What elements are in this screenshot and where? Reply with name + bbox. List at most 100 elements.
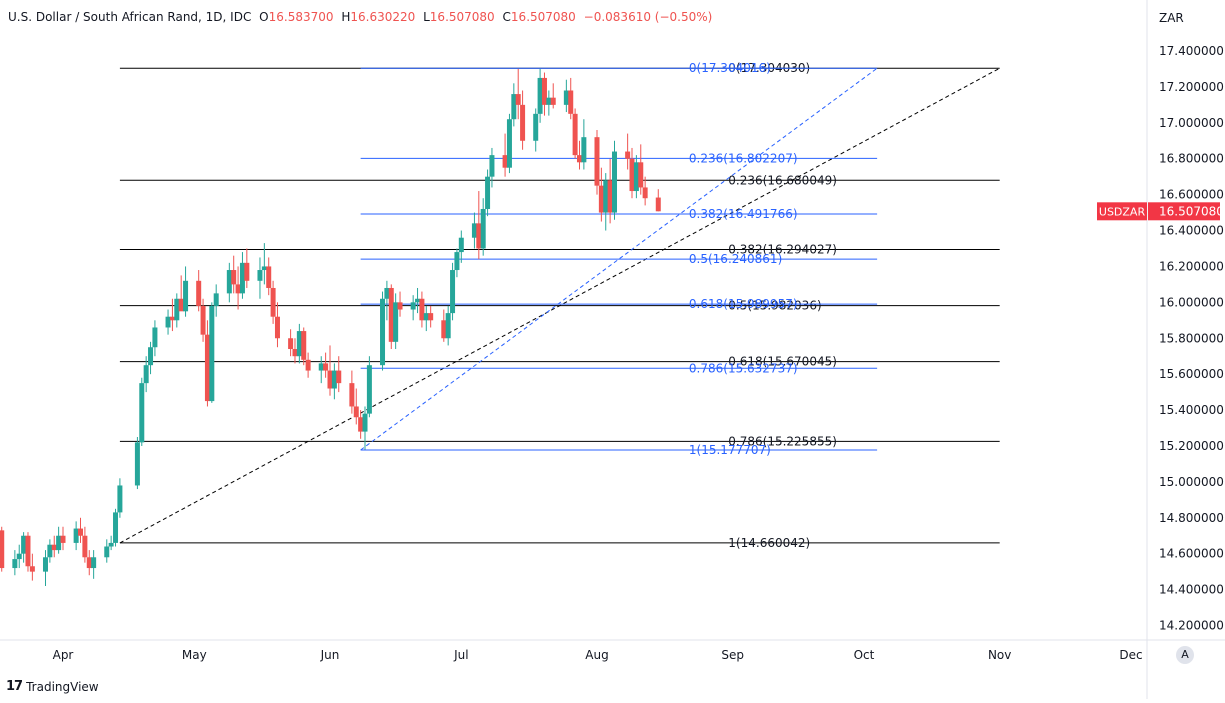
candle-body xyxy=(257,270,263,281)
fib-black-level-label: 0.618(15.670045) xyxy=(728,355,837,369)
candle-body xyxy=(506,119,512,168)
candle-body xyxy=(104,546,110,558)
candle-body xyxy=(143,365,149,384)
candle-body xyxy=(546,97,552,105)
low-value: 16.507080 xyxy=(429,10,495,24)
candle-body xyxy=(594,137,600,186)
auto-scale-button[interactable]: A xyxy=(1176,646,1194,664)
candle-body xyxy=(638,162,644,188)
candle-body xyxy=(82,535,88,558)
time-tick-label: Dec xyxy=(1119,648,1142,662)
price-tick-label: 15.000000 xyxy=(1159,475,1224,489)
price-tick-label: 14.600000 xyxy=(1159,547,1224,561)
candle-body xyxy=(16,553,22,560)
candle-body xyxy=(450,270,456,314)
price-tick-label: 16.600000 xyxy=(1159,188,1224,202)
candle-body xyxy=(56,535,62,551)
candle-body xyxy=(113,512,119,543)
symbol-tag-label: USDZAR xyxy=(1099,205,1146,218)
high-value: 16.630220 xyxy=(350,10,416,24)
candle-body xyxy=(152,327,158,348)
price-tick-label: 15.400000 xyxy=(1159,403,1224,417)
candle-body xyxy=(244,262,250,281)
candle-body xyxy=(655,197,661,212)
candle-body xyxy=(537,77,543,114)
fib-blue-level-label: 1(15.177707) xyxy=(689,443,771,457)
candle-body xyxy=(261,266,267,271)
candle-body xyxy=(576,155,582,163)
price-tick-label: 14.400000 xyxy=(1159,583,1224,597)
candle-body xyxy=(550,97,556,105)
fib-retracement-black[interactable]: 0(17.304030)0.236(16.680049)0.382(16.294… xyxy=(119,61,1000,550)
candle-body xyxy=(139,383,145,443)
price-tick-label: 15.800000 xyxy=(1159,331,1224,345)
candle-body xyxy=(78,528,84,536)
fib-blue-level-label: 0.786(15.632737) xyxy=(689,361,798,375)
candle-body xyxy=(380,298,386,366)
candle-body xyxy=(358,417,364,432)
candle-body xyxy=(42,557,48,572)
fib-retracement-blue[interactable]: 0(17.304016) 0.236(16.802207) 0.382(16.491… xyxy=(360,61,878,457)
candle-body xyxy=(410,302,416,310)
candle-body xyxy=(301,331,307,360)
candle-body xyxy=(629,158,635,192)
price-tick-label: 16.800000 xyxy=(1159,152,1224,166)
candle-body xyxy=(169,316,175,321)
candle-body xyxy=(327,370,333,389)
price-tick-label: 17.200000 xyxy=(1159,80,1224,94)
candle-body xyxy=(318,363,324,371)
candle-body xyxy=(541,77,547,105)
fib-black-level-label: 0.5(15.982036) xyxy=(728,299,821,313)
candle-body xyxy=(445,313,451,339)
fib-black-trend-line[interactable] xyxy=(119,67,1000,544)
candle-body xyxy=(603,180,609,213)
fib-blue-level-label: 0.382(16.491766) xyxy=(689,207,798,221)
close-label: C xyxy=(502,10,511,24)
candle-body xyxy=(423,313,429,321)
tradingview-brand[interactable]: 17 TradingView xyxy=(6,679,99,694)
candle-body xyxy=(520,104,526,141)
high-label: H xyxy=(341,10,351,24)
candle-body xyxy=(235,284,241,294)
last-price-value: 16.507080 xyxy=(1159,204,1224,218)
candle-body xyxy=(485,176,491,209)
candle-body xyxy=(533,113,539,141)
candle-body xyxy=(415,298,421,303)
candle-body xyxy=(86,557,92,569)
candle-body xyxy=(213,293,219,306)
candle-body xyxy=(568,90,574,114)
time-tick-label: Jul xyxy=(453,648,468,662)
candle-body xyxy=(148,347,154,366)
candle-body xyxy=(502,155,508,168)
fib-black-level-label: 0.236(16.680049) xyxy=(728,173,837,187)
fib-blue-trend-line[interactable] xyxy=(360,67,878,451)
candle-body xyxy=(183,280,189,312)
candle-body xyxy=(642,187,648,199)
candle-body xyxy=(397,302,403,310)
symbol-description: U.S. Dollar / South African Rand, 1D, ID… xyxy=(8,10,252,24)
open-label: O xyxy=(259,10,269,24)
time-tick-label: Jun xyxy=(320,648,340,662)
price-tick-label: 14.200000 xyxy=(1159,619,1224,633)
fib-black-level-label: 0.786(15.225855) xyxy=(728,434,837,448)
candle-body xyxy=(178,298,184,312)
time-tick-label: Sep xyxy=(721,648,744,662)
candle-body xyxy=(384,287,390,299)
brand-name: TradingView xyxy=(26,679,99,694)
low-label: L xyxy=(423,10,430,24)
price-tick-label: 16.000000 xyxy=(1159,295,1224,309)
candle-body xyxy=(231,270,237,285)
time-tick-label: Nov xyxy=(988,648,1011,662)
candle-body xyxy=(607,180,613,213)
candle-body xyxy=(353,406,359,418)
price-tick-label: 17.400000 xyxy=(1159,44,1224,58)
candle-body xyxy=(572,113,578,156)
candle-body xyxy=(511,94,517,120)
candle-body xyxy=(349,383,355,407)
candle-body xyxy=(336,370,342,384)
candle-body xyxy=(366,365,372,414)
candle-body xyxy=(25,535,31,567)
candle-body xyxy=(91,557,97,569)
